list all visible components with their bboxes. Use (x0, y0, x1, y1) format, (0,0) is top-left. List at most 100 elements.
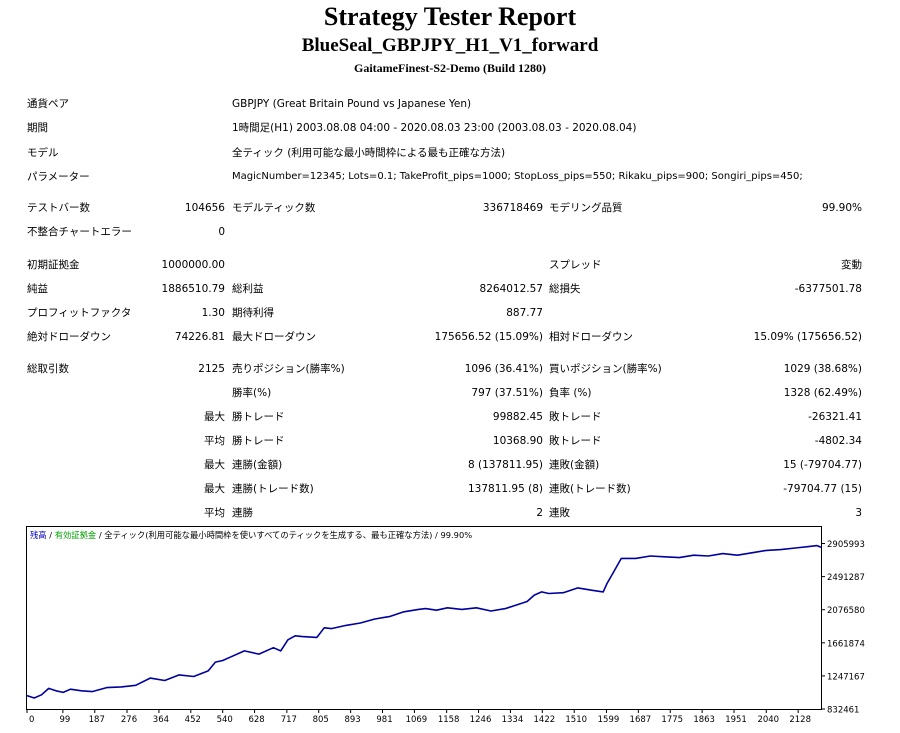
net-profit-label: 純益 (27, 283, 48, 295)
average-consecutive-wins-label: 連勝 (232, 507, 253, 519)
short-positions-value: 1096 (36.41%) (464, 363, 543, 375)
report-title: Strategy Tester Report (323, 2, 577, 31)
deposit-label: 初期証拠金 (27, 259, 80, 271)
report-subtitle: BlueSeal_GBPJPY_H1_V1_forward (301, 35, 599, 56)
win-rate-label: 勝率(%) (232, 387, 272, 399)
errors-value: 0 (218, 226, 225, 238)
win-rate-value: 797 (37.51%) (471, 387, 543, 399)
loss-rate-label: 負率 (%) (549, 387, 592, 399)
consecutive-losses-amount-value: 15 (-79704.77) (783, 459, 862, 471)
avg-label-1: 平均 (204, 435, 225, 447)
profit-factor-value: 1.30 (201, 307, 225, 319)
y-tick-label: 2076580 (827, 606, 865, 616)
long-positions-label: 買いポジション(勝率%) (549, 363, 662, 375)
errors-label: 不整合チャートエラー (27, 226, 132, 238)
x-tick-label: 1422 (534, 715, 556, 725)
profit-factor-label: プロフィットファクタ (27, 307, 132, 319)
largest-win-value: 99882.45 (492, 411, 543, 423)
max-label-3: 最大 (204, 483, 225, 495)
total-trades-label: 総取引数 (27, 363, 69, 375)
x-tick-label: 2128 (789, 715, 811, 725)
gross-profit-label: 総利益 (232, 283, 264, 295)
spread-value: 変動 (841, 259, 862, 271)
avg-label-2: 平均 (204, 507, 225, 519)
pair-label: 通貨ペア (27, 98, 69, 110)
loss-rate-value: 1328 (62.49%) (783, 387, 862, 399)
chart-frame (26, 526, 822, 710)
model-label: モデル (27, 147, 59, 159)
average-win-label: 勝トレード (232, 435, 285, 447)
long-positions-value: 1029 (38.68%) (783, 363, 862, 375)
model-value: 全ティック (利用可能な最小時間枠による最も正確な方法) (232, 147, 506, 159)
chart-series (26, 544, 822, 699)
y-axis-ticks: 2905993 2491287 2076580 1661874 1247167 83246… (821, 540, 865, 716)
x-tick-label: 893 (344, 715, 360, 725)
x-tick-label: 1069 (406, 715, 428, 725)
max-label-2: 最大 (204, 459, 225, 471)
chart-background (26, 526, 873, 726)
period-label: 期間 (27, 122, 48, 134)
deposit-value: 1000000.00 (161, 259, 225, 271)
expected-payoff-value: 887.77 (506, 307, 543, 319)
x-tick-label: 1863 (693, 715, 715, 725)
x-tick-label: 1775 (661, 715, 683, 725)
y-tick-label: 2491287 (827, 573, 865, 583)
params-value: MagicNumber=12345; Lots=0.1; TakeProfit_… (232, 171, 803, 182)
params-label: パラメーター (27, 171, 90, 183)
y-tick-label: 832461 (827, 706, 859, 716)
bars-value: 104656 (184, 202, 225, 214)
consecutive-losses-amount-label: 連敗(金額) (549, 459, 600, 471)
x-tick-label: 1246 (470, 715, 492, 725)
y-tick-label: 2905993 (827, 540, 865, 550)
bars-label: テストバー数 (27, 202, 90, 214)
x-tick-label: 1599 (598, 715, 620, 725)
x-tick-label: 717 (281, 715, 297, 725)
consecutive-wins-amount-label: 連勝(金額) (232, 459, 283, 471)
max-label-1: 最大 (204, 411, 225, 423)
x-tick-label: 1334 (502, 715, 524, 725)
absolute-drawdown-value: 74226.81 (174, 331, 225, 343)
y-tick-label: 1661874 (827, 639, 865, 649)
consecutive-wins-amount-value: 8 (137811.95) (468, 459, 543, 471)
legend-separator: / (47, 530, 55, 540)
average-loss-value: -4802.34 (814, 435, 862, 447)
x-tick-label: 452 (185, 715, 201, 725)
absolute-drawdown-label: 絶対ドローダウン (27, 331, 111, 343)
legend-separator: / (96, 530, 104, 540)
average-consecutive-losses-label: 連敗 (549, 507, 570, 519)
quality-value: 99.90% (821, 202, 862, 214)
net-profit-value: 1886510.79 (161, 283, 225, 295)
average-loss-label: 敗トレード (549, 435, 602, 447)
legend-quality: / 99.90% (432, 530, 472, 540)
server-build: GaitameFinest-S2-Demo (Build 1280) (354, 61, 546, 75)
consecutive-wins-trades-value: 137811.95 (8) (468, 483, 543, 495)
spread-label: スプレッド (549, 259, 602, 271)
consecutive-wins-trades-label: 連勝(トレード数) (232, 483, 314, 495)
average-consecutive-losses-value: 3 (855, 507, 862, 519)
x-tick-label: 1951 (725, 715, 747, 725)
relative-drawdown-label: 相対ドローダウン (549, 331, 633, 343)
period-value: 1時間足(H1) 2003.08.08 04:00 - 2020.08.03 2… (232, 122, 637, 134)
max-drawdown-label: 最大ドローダウン (232, 331, 316, 343)
largest-loss-value: -26321.41 (808, 411, 862, 423)
pair-value: GBPJPY (Great Britain Pound vs Japanese … (232, 98, 472, 110)
x-tick-label: 2040 (757, 715, 779, 725)
x-tick-label: 981 (376, 715, 392, 725)
largest-win-label: 勝トレード (232, 411, 285, 423)
x-tick-label: 0 (29, 715, 34, 725)
ticks-value: 336718469 (482, 202, 543, 214)
x-tick-label: 540 (217, 715, 233, 725)
x-tick-label: 1687 (630, 715, 652, 725)
total-trades-value: 2125 (198, 363, 225, 375)
legend-equity: 有効証拠金 (55, 530, 97, 540)
max-drawdown-value: 175656.52 (15.09%) (434, 331, 543, 343)
chart-legend: 残高 / 有効証拠金 / 全ティック(利用可能な最小時間枠を使いすべてのティック… (30, 530, 472, 540)
x-tick-label: 1510 (565, 715, 587, 725)
x-tick-label: 628 (248, 715, 264, 725)
gross-loss-label: 総損失 (549, 283, 581, 295)
x-tick-label: 1158 (438, 715, 460, 725)
expected-payoff-label: 期待利得 (232, 307, 274, 319)
consecutive-losses-trades-value: -79704.77 (15) (783, 483, 862, 495)
balance-line (26, 544, 822, 699)
largest-loss-label: 敗トレード (549, 411, 602, 423)
